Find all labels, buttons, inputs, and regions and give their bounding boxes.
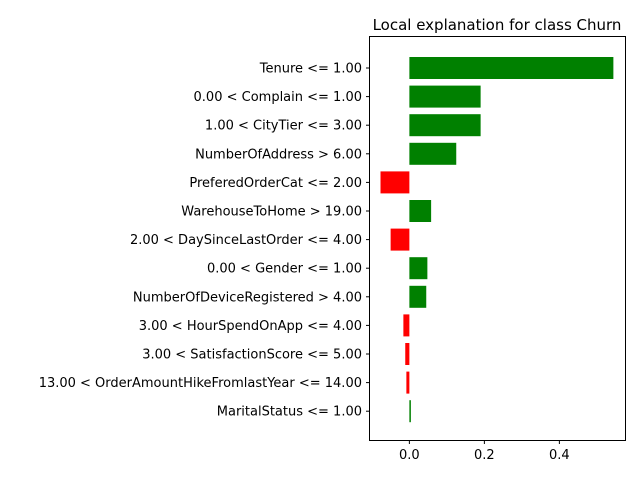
bars-layer: [380, 57, 614, 423]
bar: [409, 257, 428, 280]
bar: [405, 343, 410, 365]
category-label: Tenure <= 1.00: [259, 62, 362, 77]
category-label: 13.00 < OrderAmountHikeFromlastYear <= 1…: [39, 376, 362, 391]
bar: [403, 314, 410, 337]
category-label: 3.00 < HourSpendOnApp <= 4.00: [139, 319, 362, 334]
category-label: 0.00 < Gender <= 1.00: [207, 262, 362, 277]
bar: [409, 114, 481, 137]
category-label: 0.00 < Complain <= 1.00: [194, 90, 362, 105]
bar: [409, 400, 411, 423]
bar: [409, 85, 481, 108]
category-labels: Tenure <= 1.00 0.00 < Complain <= 1.00 1.0…: [39, 62, 370, 420]
chart-title: Local explanation for class Churn: [373, 16, 622, 34]
category-label: NumberOfDeviceRegistered > 4.00: [133, 290, 362, 305]
category-label: WarehouseToHome > 19.00: [181, 205, 362, 220]
x-tick-label: 0.0: [399, 448, 420, 463]
bar: [409, 57, 614, 79]
category-label: PreferedOrderCat <= 2.00: [189, 176, 362, 191]
category-label: 2.00 < DaySinceLastOrder <= 4.00: [130, 233, 362, 248]
category-label: 3.00 < SatisfactionScore <= 5.00: [142, 348, 362, 363]
category-label: NumberOfAddress > 6.00: [195, 147, 362, 162]
x-axis-ticks: 0.0 0.2 0.4: [399, 440, 570, 463]
bar: [409, 285, 427, 308]
bar: [390, 228, 410, 251]
bar: [380, 171, 410, 194]
x-tick-label: 0.4: [549, 448, 570, 463]
category-label: 1.00 < CityTier <= 3.00: [205, 119, 362, 134]
x-tick-label: 0.2: [474, 448, 495, 463]
plot-frame: [369, 36, 626, 441]
bar: [409, 200, 432, 222]
bar: [409, 142, 457, 165]
category-label: MaritalStatus <= 1.00: [217, 405, 362, 420]
bar: [406, 371, 410, 394]
